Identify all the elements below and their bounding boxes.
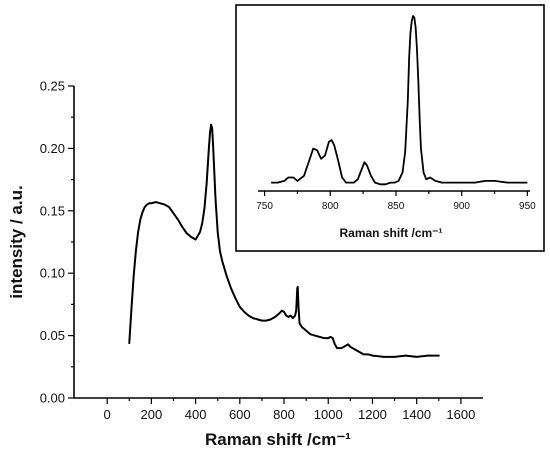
inset-x-tick-label: 850 — [388, 201, 405, 212]
main-x-tick-label: 0 — [104, 407, 111, 422]
main-x-tick-label: 1200 — [358, 407, 387, 422]
main-x-tick-label: 800 — [273, 407, 295, 422]
main-ticks: 0 200 400 600 800 1000 1200 1400 1600 0.00 0.05 0.1… — [40, 79, 476, 423]
main-x-tick-label: 1000 — [314, 407, 343, 422]
main-y-tick-label: 0.20 — [40, 141, 65, 156]
main-x-tick-label: 400 — [185, 407, 207, 422]
inset-series-group — [271, 15, 528, 186]
inset-x-axis-title: Raman shift /cm⁻¹ — [339, 226, 442, 240]
main-x-tick-label: 1600 — [446, 407, 475, 422]
inset-x-tick-label: 900 — [453, 201, 470, 212]
main-y-tick-label: 0.05 — [40, 328, 65, 343]
inset-spectrum-line — [271, 15, 528, 186]
main-x-tick-label: 200 — [141, 407, 163, 422]
main-spectrum-line — [128, 123, 440, 358]
inset-frame — [235, 4, 545, 252]
inset-x-tick-label: 800 — [322, 201, 339, 212]
main-x-axis-title: Raman shift /cm⁻¹ — [205, 430, 351, 449]
main-y-axis-title: intensity / a.u. — [7, 185, 26, 298]
main-x-tick-label: 1400 — [402, 407, 431, 422]
main-y-tick-label: 0.15 — [40, 203, 65, 218]
main-series-group — [128, 123, 440, 358]
main-x-tick-label: 600 — [229, 407, 251, 422]
inset-ticks: 750 800 850 900 950 — [256, 191, 536, 212]
inset-x-tick-label: 750 — [256, 201, 273, 212]
inset-x-tick-label: 950 — [519, 201, 536, 212]
main-y-tick-label: 0.25 — [40, 79, 65, 94]
main-y-tick-label: 0.10 — [40, 266, 65, 281]
main-y-tick-label: 0.00 — [40, 391, 65, 406]
